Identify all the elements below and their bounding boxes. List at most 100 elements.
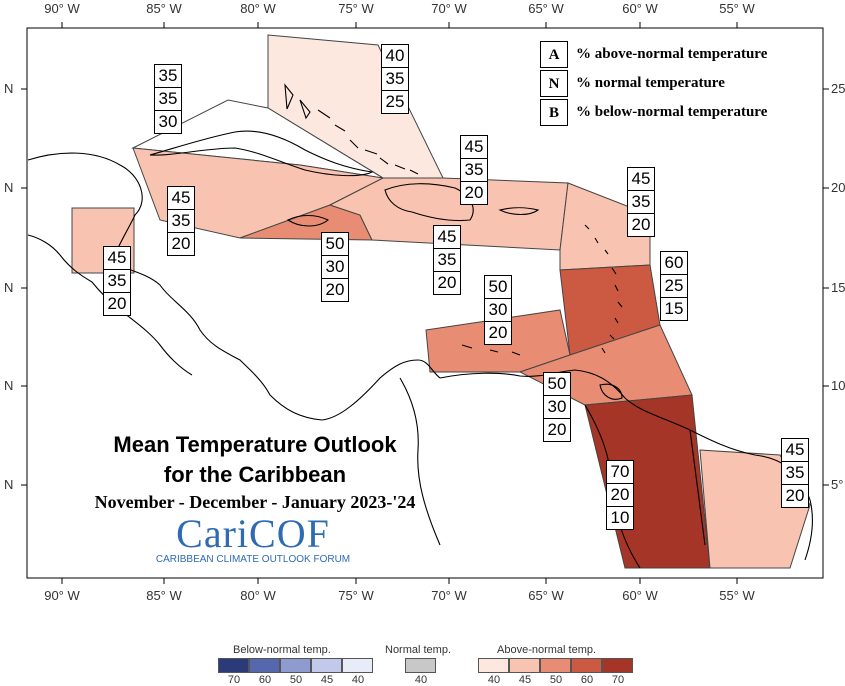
prob-box-windward: 60 25 15: [660, 251, 688, 321]
lon-label: 65° W: [528, 1, 564, 16]
legend-below-swatch: [311, 658, 342, 673]
lon-label: 75° W: [338, 588, 374, 603]
lon-label: 90° W: [44, 1, 80, 16]
legend-below-label: 45: [320, 674, 334, 686]
legend-normal-title: Normal temp.: [385, 644, 452, 656]
legend-normal-label: 40: [414, 674, 428, 686]
lon-labels-bottom: 90° W 85° W 80° W 75° W 70° W 65° W 60° …: [44, 588, 755, 603]
color-legend: Below-normal temp. Normal temp. Above-no…: [0, 640, 845, 686]
legend-below-label: 60: [258, 674, 272, 686]
key-letter: A: [540, 41, 568, 68]
key-letter: N: [540, 70, 568, 97]
prob-normal: 35: [104, 270, 130, 293]
prob-below: 20: [785, 486, 805, 505]
lon-label: 55° W: [719, 1, 755, 16]
prob-normal: 35: [461, 159, 487, 182]
prob-above: 60: [661, 252, 687, 275]
prob-above: 45: [434, 226, 460, 249]
legend-above-swatch: [571, 658, 602, 673]
lon-labels-top: 90° W 85° W 80° W 75° W 70° W 65° W 60° …: [44, 1, 755, 16]
legend-below-label: 50: [289, 674, 303, 686]
prob-normal: 20: [607, 484, 633, 507]
lon-label: 90° W: [44, 588, 80, 603]
lat-label: N: [4, 81, 13, 96]
key-text: % below-normal temperature: [576, 104, 768, 120]
lon-label: 85° W: [146, 588, 182, 603]
legend-above-swatch: [602, 658, 633, 673]
lat-label: N: [4, 477, 13, 492]
prob-below: 15: [664, 299, 684, 318]
prob-above: 50: [485, 276, 511, 299]
prob-below: 20: [631, 215, 651, 234]
key-row-above: A % above-normal temperature: [540, 40, 767, 69]
prob-box-bahamas: 40 35 25: [381, 44, 409, 114]
legend-above-label: 60: [580, 674, 594, 686]
prob-above: 45: [461, 136, 487, 159]
key-text: % above-normal temperature: [576, 46, 768, 62]
legend-above-label: 45: [518, 674, 532, 686]
logo-subtitle: CARIBBEAN CLIMATE OUTLOOK FORUM: [155, 554, 351, 565]
prob-box-leeward: 45 35 20: [627, 167, 655, 237]
lat-label: 25: [831, 81, 845, 96]
map-title-line2: for the Caribbean: [163, 462, 347, 487]
outlook-map: 90° W 85° W 80° W 75° W 70° W 65° W 60° …: [4, 1, 845, 603]
prob-below: 20: [107, 294, 127, 313]
prob-above: 45: [104, 247, 130, 270]
title-block: Mean Temperature Outlook for the Caribbe…: [60, 430, 450, 513]
map-title: Mean Temperature Outlook: [113, 432, 397, 457]
forecast-period: November - December - January 2023-'24: [94, 492, 416, 512]
prob-normal: 35: [434, 249, 460, 272]
prob-normal: 35: [155, 88, 181, 111]
prob-normal: 35: [382, 68, 408, 91]
lon-label: 65° W: [528, 588, 564, 603]
legend-above-label: 50: [549, 674, 563, 686]
lon-label: 80° W: [240, 588, 276, 603]
lat-label: 15: [831, 280, 845, 295]
prob-box-hispaniola-north: 45 35 20: [460, 135, 488, 205]
lon-label: 70° W: [431, 1, 467, 16]
logo-wordmark: CariCOF: [176, 511, 330, 556]
legend-above-title: Above-normal temp.: [497, 644, 597, 656]
prob-box-jamaica: 50 30 20: [321, 232, 349, 302]
prob-below: 20: [437, 273, 457, 292]
lon-label: 85° W: [146, 1, 182, 16]
prob-normal: 25: [661, 275, 687, 298]
lon-label: 75° W: [338, 1, 374, 16]
prob-above: 40: [382, 45, 408, 68]
prob-below: 25: [385, 92, 405, 111]
prob-above: 45: [782, 439, 808, 462]
legend-above-swatch: [509, 658, 540, 673]
legend-below-label: 70: [227, 674, 241, 686]
prob-above: 35: [155, 65, 181, 88]
legend-below-swatch: [249, 658, 280, 673]
legend-above-label: 40: [487, 674, 501, 686]
prob-below: 30: [158, 112, 178, 131]
prob-normal: 35: [628, 191, 654, 214]
lat-label: N: [4, 280, 13, 295]
caricof-logo: CariCOF CARIBBEAN CLIMATE OUTLOOK FORUM: [148, 511, 358, 566]
prob-box-hispaniola-south: 45 35 20: [433, 225, 461, 295]
prob-above: 45: [168, 187, 194, 210]
key-row-below: B % below-normal temperature: [540, 98, 767, 127]
legend-below-label: 40: [351, 674, 365, 686]
lon-label: 80° W: [240, 1, 276, 16]
lat-label: N: [4, 378, 13, 393]
prob-box-abc: 50 30 20: [484, 275, 512, 345]
prob-box-trinidad: 50 30 20: [543, 372, 571, 442]
lat-label: 5°: [831, 477, 843, 492]
lat-labels-right: 25 20 15 10 5°: [831, 81, 845, 492]
prob-normal: 30: [322, 256, 348, 279]
prob-normal: 30: [544, 396, 570, 419]
key-row-normal: N % normal temperature: [540, 69, 767, 98]
lon-label: 55° W: [719, 588, 755, 603]
legend-normal-swatch: [405, 658, 436, 673]
axis-ticks: [21, 22, 829, 584]
key-letter: B: [540, 99, 568, 126]
legend-above-swatch: [478, 658, 509, 673]
key-text: % normal temperature: [576, 75, 725, 91]
legend-above-swatch: [540, 658, 571, 673]
lat-labels-left: N N N N N: [4, 81, 13, 492]
prob-below: 20: [325, 280, 345, 299]
legend-below-title: Below-normal temp.: [233, 644, 331, 656]
prob-above: 45: [628, 168, 654, 191]
